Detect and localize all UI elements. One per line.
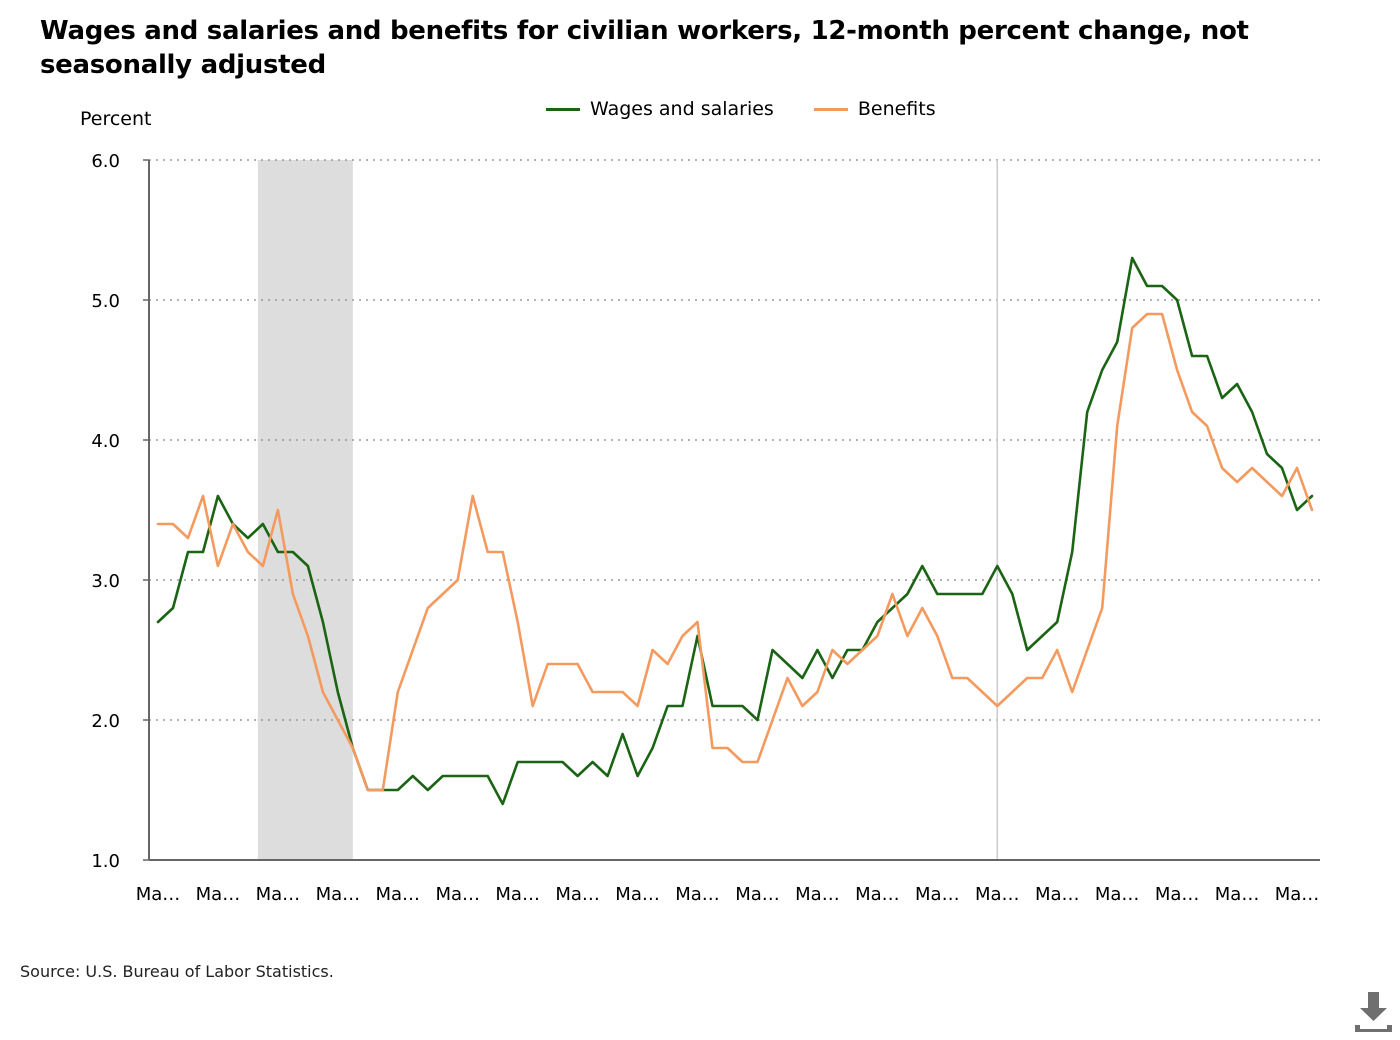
chart-title: Wages and salaries and benefits for civi… [40, 16, 1249, 80]
download-button[interactable] [1352, 988, 1396, 1036]
source-note: Source: U.S. Bureau of Labor Statistics. [20, 962, 334, 981]
legend-swatch-benefits [813, 107, 848, 111]
y-axis-title: Percent [80, 108, 152, 130]
download-icon [1355, 992, 1392, 1032]
x-tick-label: Ma… [1155, 884, 1200, 905]
x-tick-label: Ma… [735, 884, 780, 905]
x-tick-label: Ma… [855, 884, 900, 905]
recession-shade [257, 160, 353, 860]
x-tick-label: Ma… [495, 884, 540, 905]
chart-plot: 1.0 2.0 3.0 4.0 5.0 6.0 Ma… Ma… Ma… Ma… Ma… Ma… Ma… M… [91, 151, 1320, 905]
series-line-benefits [156, 312, 1314, 792]
x-tick-label: Ma… [615, 884, 660, 905]
x-tick-label: Ma… [1275, 884, 1320, 905]
x-tick-label: Ma… [1035, 884, 1080, 905]
x-tick-label: Ma… [256, 884, 301, 905]
x-tick-label: Ma… [136, 884, 181, 905]
legend-label-wages: Wages and salaries [590, 98, 774, 120]
y-tick-label: 1.0 [91, 851, 120, 872]
y-tick-label: 2.0 [91, 711, 120, 732]
y-tick-label: 5.0 [91, 291, 120, 312]
x-tick-label: Ma… [675, 884, 720, 905]
y-tick-label: 4.0 [91, 431, 120, 452]
x-tick-label: Ma… [555, 884, 600, 905]
x-tick-label: Ma… [196, 884, 241, 905]
x-tick-label: Ma… [1095, 884, 1140, 905]
legend-swatch-wages [546, 107, 580, 111]
series-line-wages [156, 256, 1314, 806]
legend-label-benefits: Benefits [857, 98, 936, 120]
x-tick-label: Ma… [435, 884, 480, 905]
x-tick-label: Ma… [975, 884, 1020, 905]
x-tick-label: Ma… [376, 884, 421, 905]
x-tick-label: Ma… [795, 884, 840, 905]
legend-item-benefits[interactable]: Benefits [813, 98, 936, 120]
x-tick-label: Ma… [915, 884, 960, 905]
y-tick-label: 6.0 [91, 151, 120, 172]
chart-legend: Wages and salaries Benefits [546, 98, 976, 120]
x-tick-label: Ma… [316, 884, 361, 905]
y-tick-label: 3.0 [91, 571, 120, 592]
legend-item-wages[interactable]: Wages and salaries [546, 98, 774, 120]
x-tick-label: Ma… [1215, 884, 1260, 905]
